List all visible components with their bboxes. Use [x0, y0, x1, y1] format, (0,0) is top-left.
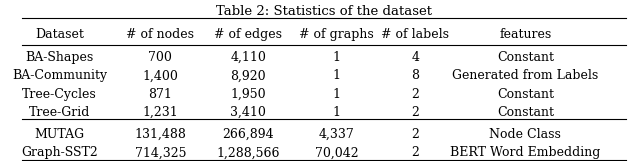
Text: Generated from Labels: Generated from Labels: [452, 69, 598, 82]
Text: Dataset: Dataset: [35, 28, 84, 41]
Text: Node Class: Node Class: [490, 128, 561, 141]
Text: Tree-Cycles: Tree-Cycles: [22, 88, 97, 101]
Text: 1: 1: [333, 106, 340, 119]
Text: 3,410: 3,410: [230, 106, 266, 119]
Text: 1,400: 1,400: [142, 69, 179, 82]
Text: 1: 1: [333, 88, 340, 101]
Text: 1: 1: [333, 51, 340, 64]
Text: features: features: [499, 28, 552, 41]
Text: # of labels: # of labels: [381, 28, 449, 41]
Text: BA-Community: BA-Community: [12, 69, 107, 82]
Text: 4,110: 4,110: [230, 51, 266, 64]
Text: Constant: Constant: [497, 106, 554, 119]
Text: BA-Shapes: BA-Shapes: [26, 51, 93, 64]
Text: Graph-SST2: Graph-SST2: [21, 146, 98, 159]
Text: 1,231: 1,231: [143, 106, 178, 119]
Text: 8: 8: [411, 69, 419, 82]
Text: 2: 2: [412, 106, 419, 119]
Text: 266,894: 266,894: [223, 128, 274, 141]
Text: 4,337: 4,337: [319, 128, 355, 141]
Text: 131,488: 131,488: [134, 128, 186, 141]
Text: 4: 4: [411, 51, 419, 64]
Text: 1,950: 1,950: [230, 88, 266, 101]
Text: Constant: Constant: [497, 88, 554, 101]
Text: Tree-Grid: Tree-Grid: [29, 106, 90, 119]
Text: 70,042: 70,042: [315, 146, 358, 159]
Text: 2: 2: [412, 146, 419, 159]
Text: 700: 700: [148, 51, 172, 64]
Text: MUTAG: MUTAG: [35, 128, 84, 141]
Text: Constant: Constant: [497, 51, 554, 64]
Text: 1,288,566: 1,288,566: [217, 146, 280, 159]
Text: Table 2: Statistics of the dataset: Table 2: Statistics of the dataset: [216, 5, 432, 18]
Text: # of edges: # of edges: [214, 28, 282, 41]
Text: BERT Word Embedding: BERT Word Embedding: [450, 146, 600, 159]
Text: # of nodes: # of nodes: [126, 28, 195, 41]
Text: 871: 871: [148, 88, 172, 101]
Text: 714,325: 714,325: [134, 146, 186, 159]
Text: 2: 2: [412, 128, 419, 141]
Text: 8,920: 8,920: [230, 69, 266, 82]
Text: 1: 1: [333, 69, 340, 82]
Text: 2: 2: [412, 88, 419, 101]
Text: # of graphs: # of graphs: [299, 28, 374, 41]
